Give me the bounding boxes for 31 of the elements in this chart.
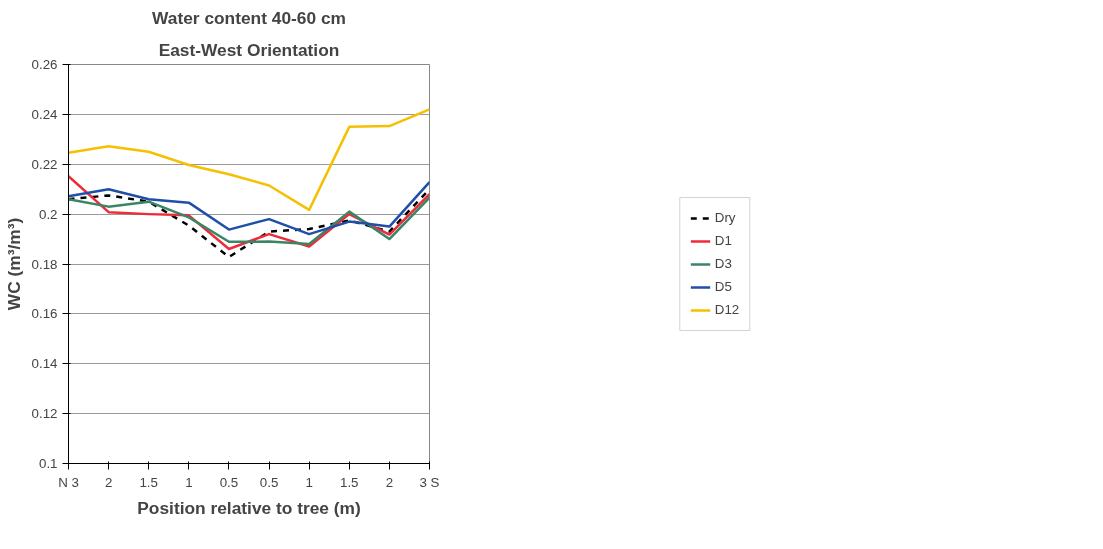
legend-label: D5: [714, 279, 733, 294]
y-tick-label: 0.2: [38, 206, 58, 222]
y-tick-label: 0.12: [31, 406, 58, 422]
y-tick-label: 0.14: [31, 356, 59, 372]
legend-label: D12: [714, 302, 740, 317]
x-tick-label: 1: [305, 474, 313, 490]
line-series: [68, 108, 430, 212]
chart-title: Water content 40-60 cm: [152, 7, 346, 28]
y-tick-label: 0.18: [31, 256, 58, 272]
y-tick-label: 0.22: [31, 156, 58, 172]
x-axis-title: Position relative to tree (m): [137, 497, 361, 518]
x-tick-label: 3 S: [419, 474, 440, 490]
chart-subtitle: East-West Orientation: [158, 39, 340, 60]
y-tick-label: 0.16: [31, 306, 58, 322]
y-tick-label: 0.1: [38, 456, 58, 471]
y-tick-label: 0.26: [31, 57, 58, 72]
x-tick-label: 2: [385, 474, 394, 490]
x-tick-label: 1.5: [139, 474, 158, 490]
y-tick-label: 0.24: [31, 106, 59, 122]
line-series: [68, 180, 430, 236]
x-tick-label: 0.5: [219, 474, 239, 490]
legend-label: Dry: [714, 210, 736, 225]
line-series: [68, 196, 430, 246]
x-tick-label: 2: [104, 474, 113, 490]
x-tick-label: 1: [185, 474, 193, 490]
x-tick-label: N 3: [58, 474, 79, 490]
legend-label: D3: [714, 256, 733, 271]
x-tick-label: 1.5: [340, 474, 359, 490]
legend-label: D1: [714, 233, 733, 248]
y-axis-title: WC (m³/m³): [3, 217, 24, 311]
x-tick-label: 0.5: [259, 474, 279, 490]
